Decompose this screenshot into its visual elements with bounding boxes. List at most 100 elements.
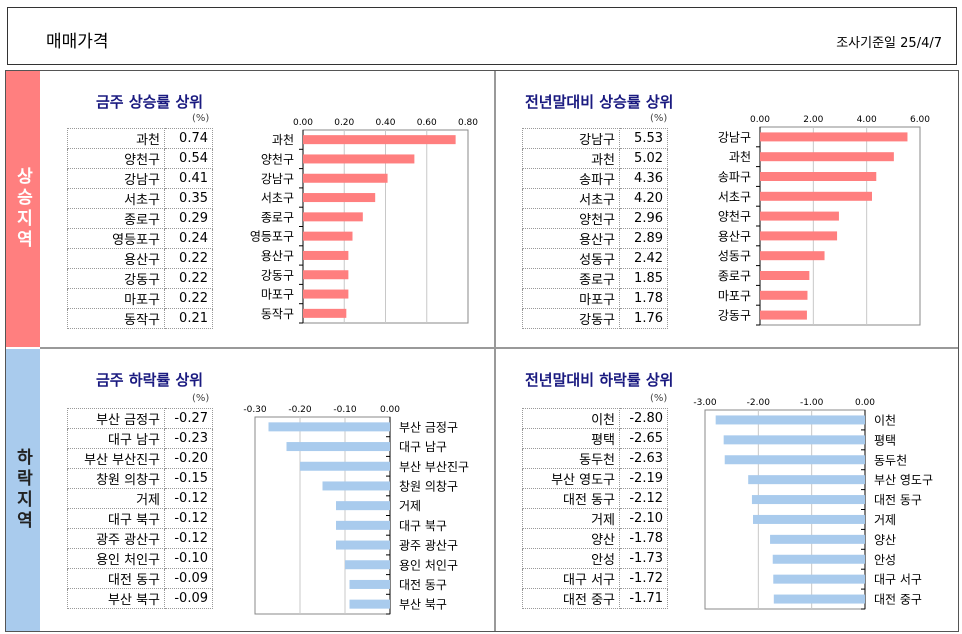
category-label: 동두천 <box>874 452 907 467</box>
bar <box>349 579 390 589</box>
fall-band: 하락지역 <box>6 349 40 631</box>
bar <box>322 481 390 491</box>
value-cell: -0.23 <box>164 428 213 449</box>
category-label: 거제 <box>399 499 421 513</box>
header-box: 매매가격 조사기준일 25/4/7 <box>7 7 957 65</box>
table-row: 종로구 0.29 <box>67 208 213 229</box>
table-row: 양천구 0.54 <box>67 148 213 169</box>
unit-label-weekly-rise: (%) <box>192 113 210 124</box>
category-label: 대전 동구 <box>399 578 447 592</box>
table-row: 용산구 2.89 <box>522 228 668 249</box>
bar <box>268 422 390 432</box>
value-cell: -1.71 <box>619 588 668 609</box>
category-label: 종로구 <box>261 210 294 224</box>
tick-label: -0.20 <box>288 405 312 415</box>
table-row: 부산 부산진구 -0.20 <box>67 448 213 469</box>
table-row: 서초구 0.35 <box>67 188 213 209</box>
value-cell: -2.12 <box>619 488 668 509</box>
category-label: 평택 <box>874 433 896 447</box>
tick-label: -2.00 <box>747 398 771 408</box>
region-cell: 과천 <box>522 148 620 169</box>
rank-table-weekly-rise: 과천 0.74 양천구 0.54 강남구 0.41 서초구 0.35 종로구 0.29 영등포구 0.… <box>67 128 213 329</box>
table-row: 이천 -2.80 <box>522 408 668 429</box>
table-row: 성동구 2.42 <box>522 248 668 269</box>
table-row: 대구 서구 -1.72 <box>522 568 668 589</box>
table-row: 창원 의창구 -0.15 <box>67 468 213 489</box>
table-row: 대전 동구 -0.09 <box>67 568 213 589</box>
value-cell: -0.27 <box>164 408 213 429</box>
bar <box>751 495 865 505</box>
bar <box>772 554 865 564</box>
region-cell: 양산 <box>522 528 620 549</box>
horizontal-divider <box>40 347 958 349</box>
region-cell: 성동구 <box>522 248 620 269</box>
bar <box>303 231 353 241</box>
bar <box>336 501 390 511</box>
survey-date-label: 조사기준일 <box>836 36 897 51</box>
value-cell: -0.20 <box>164 448 213 469</box>
region-cell: 대구 서구 <box>522 568 620 589</box>
region-cell: 동두천 <box>522 448 620 469</box>
table-row: 송파구 4.36 <box>522 168 668 189</box>
value-cell: 2.96 <box>619 208 668 229</box>
value-cell: -2.10 <box>619 508 668 529</box>
category-label: 송파구 <box>718 170 751 184</box>
tick-label: -0.30 <box>243 405 267 415</box>
category-label: 강동구 <box>718 309 751 323</box>
region-cell: 대전 중구 <box>522 588 620 609</box>
category-label: 동작구 <box>261 307 294 321</box>
bar <box>760 231 838 241</box>
category-label: 대구 서구 <box>874 573 922 587</box>
panel-title-weekly-rise: 금주 상승률 상위 <box>96 93 204 111</box>
table-row: 과천 0.74 <box>67 128 213 149</box>
category-label: 용산구 <box>718 229 751 243</box>
bar <box>349 599 390 609</box>
region-cell: 대전 동구 <box>67 568 165 589</box>
category-label: 부산 금정구 <box>399 420 458 434</box>
value-cell: 0.22 <box>164 248 213 269</box>
category-label: 거제 <box>874 513 896 527</box>
value-cell: 0.22 <box>164 288 213 309</box>
panel-title-ytd-rise: 전년말대비 상승률 상위 <box>525 93 674 111</box>
table-row: 안성 -1.73 <box>522 548 668 569</box>
value-cell: 2.89 <box>619 228 668 249</box>
fall-band-label: 하락지역 <box>12 448 33 532</box>
region-cell: 서초구 <box>67 188 165 209</box>
category-label: 양천구 <box>261 151 294 166</box>
tick-label: 0.00 <box>855 398 875 408</box>
table-row: 부산 금정구 -0.27 <box>67 408 213 429</box>
region-cell: 영등포구 <box>67 228 165 249</box>
region-cell: 대전 동구 <box>522 488 620 509</box>
bar <box>760 310 807 320</box>
category-label: 종로구 <box>718 269 751 283</box>
region-cell: 부산 부산진구 <box>67 448 165 469</box>
category-label: 과천 <box>729 149 751 164</box>
table-row: 강동구 1.76 <box>522 308 668 329</box>
region-cell: 종로구 <box>67 208 165 229</box>
rise-band: 상승지역 <box>6 71 40 347</box>
rank-table-weekly-fall: 부산 금정구 -0.27 대구 남구 -0.23 부산 부산진구 -0.20 창원 의창구 -… <box>67 408 213 609</box>
value-cell: 4.36 <box>619 168 668 189</box>
category-label: 용산구 <box>261 249 294 263</box>
value-cell: -0.12 <box>164 528 213 549</box>
table-row: 거제 -2.10 <box>522 508 668 529</box>
bar <box>760 152 894 162</box>
region-cell: 용산구 <box>67 248 165 269</box>
bar <box>748 475 865 485</box>
value-cell: -2.65 <box>619 428 668 449</box>
tick-label: 0.00 <box>380 405 400 415</box>
category-label: 강동구 <box>261 268 294 282</box>
value-cell: 5.53 <box>619 128 668 149</box>
table-row: 영등포구 0.24 <box>67 228 213 249</box>
tick-label: 0.00 <box>293 118 313 128</box>
bar <box>303 308 347 318</box>
region-cell: 양천구 <box>67 148 165 169</box>
value-cell: 0.54 <box>164 148 213 169</box>
category-label: 광주 광산구 <box>399 539 458 553</box>
tick-label: 0.20 <box>334 118 354 128</box>
panel-title-weekly-fall: 금주 하락률 상위 <box>96 371 204 389</box>
bar <box>770 534 865 544</box>
value-cell: -0.12 <box>164 508 213 529</box>
bar <box>723 435 865 445</box>
